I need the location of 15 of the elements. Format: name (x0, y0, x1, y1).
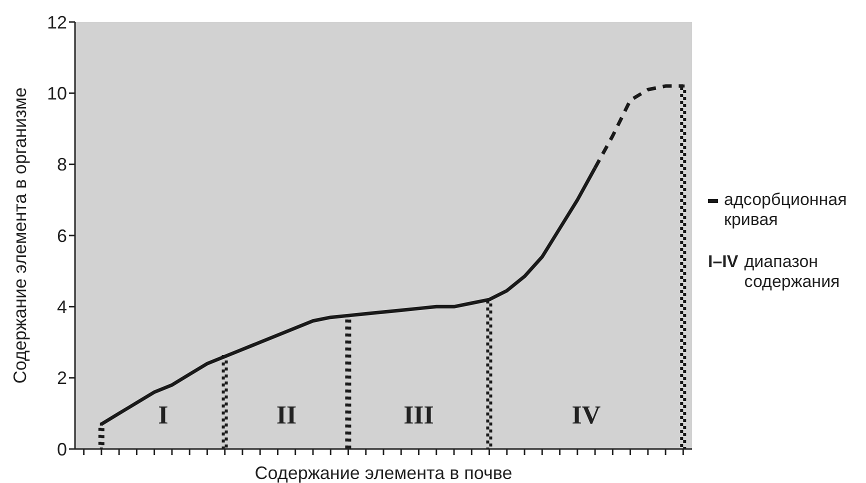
y-tick-label: 2 (56, 368, 67, 388)
y-tick-label: 6 (56, 226, 67, 246)
y-tick-label: 4 (56, 297, 67, 318)
legend-label: адсорбционная кривая (724, 190, 848, 230)
annotation: I (158, 400, 168, 430)
y-axis-title: Содержание элемента в организме (10, 87, 30, 384)
text: I–IV диапазон содержания (708, 252, 841, 292)
y-tick-label: 12 (46, 12, 67, 32)
y-tick-label: 8 (56, 154, 67, 175)
annotation: IV (572, 400, 601, 430)
annotation: II (276, 400, 297, 430)
y-tick-label: 10 (46, 84, 67, 104)
y-tick-label: 0 (56, 439, 67, 460)
x-axis-title: Содержание элемента в почве (254, 463, 512, 483)
annotation: III (404, 400, 434, 430)
